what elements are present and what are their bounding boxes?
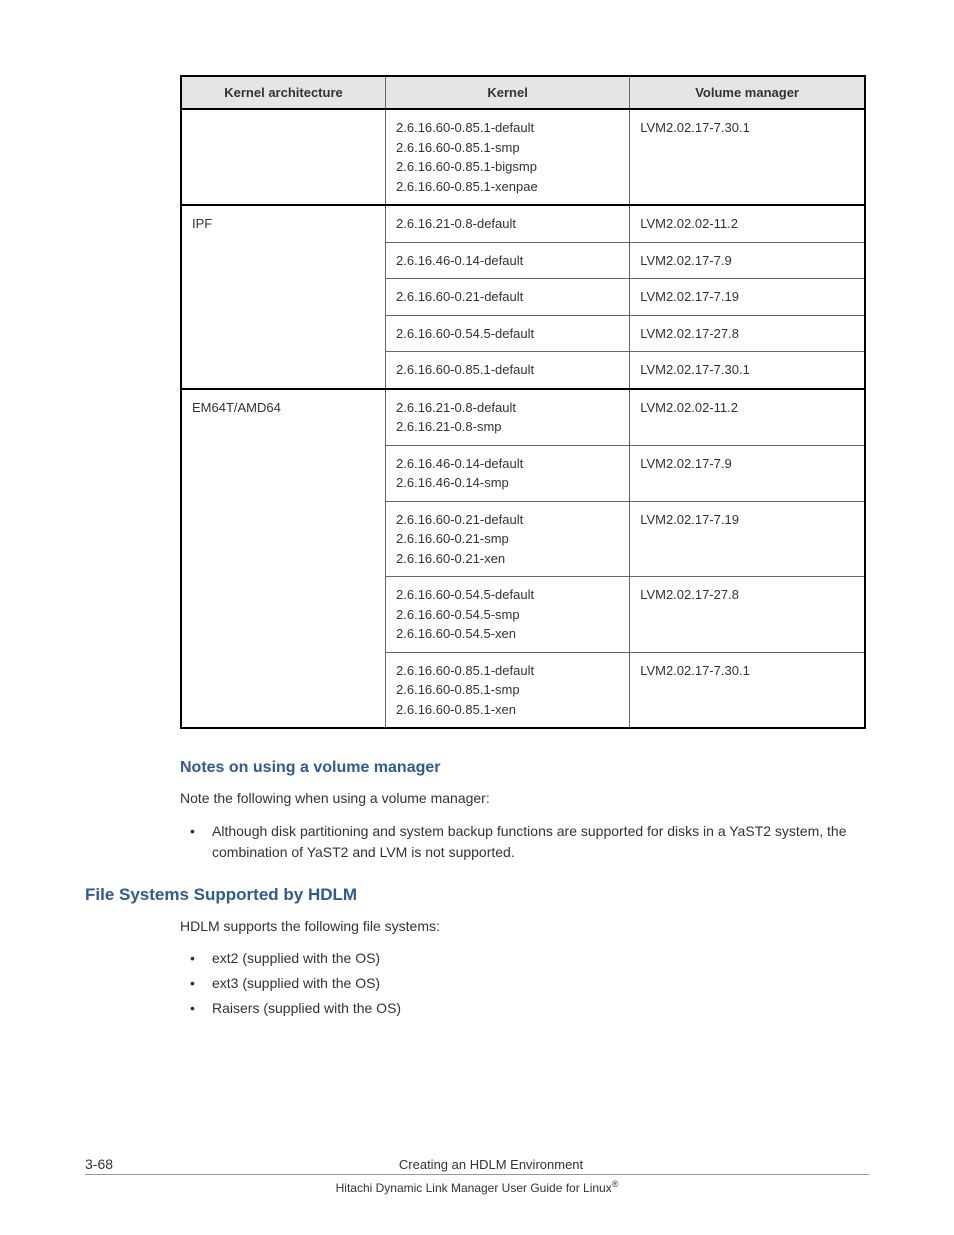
cell-kernel: 2.6.16.46-0.14-default 2.6.16.46-0.14-sm… <box>386 445 630 501</box>
cell-kernel: 2.6.16.60-0.21-default 2.6.16.60-0.21-sm… <box>386 501 630 577</box>
cell-volume: LVM2.02.17-7.19 <box>630 279 865 316</box>
cell-volume: LVM2.02.17-7.9 <box>630 445 865 501</box>
page-footer: 3-68 Creating an HDLM Environment Hitach… <box>0 1156 954 1195</box>
header-arch: Kernel architecture <box>181 76 386 109</box>
list-item: Raisers (supplied with the OS) <box>180 998 869 1019</box>
header-volume: Volume manager <box>630 76 865 109</box>
cell-volume: LVM2.02.17-7.9 <box>630 242 865 279</box>
cell-arch: EM64T/AMD64 <box>181 389 386 729</box>
cell-volume: LVM2.02.17-27.8 <box>630 577 865 653</box>
cell-arch: IPF <box>181 205 386 389</box>
table-header-row: Kernel architecture Kernel Volume manage… <box>181 76 865 109</box>
cell-volume: LVM2.02.17-27.8 <box>630 315 865 352</box>
footer-title: Creating an HDLM Environment <box>113 1157 869 1172</box>
page-content: Kernel architecture Kernel Volume manage… <box>85 75 869 1019</box>
list-item: ext3 (supplied with the OS) <box>180 973 869 994</box>
footer-subtitle: Hitachi Dynamic Link Manager User Guide … <box>85 1179 869 1195</box>
cell-kernel: 2.6.16.60-0.21-default <box>386 279 630 316</box>
filesystems-intro: HDLM supports the following file systems… <box>180 917 869 937</box>
footer-line: 3-68 Creating an HDLM Environment <box>85 1156 869 1175</box>
cell-volume: LVM2.02.17-7.19 <box>630 501 865 577</box>
list-item: Although disk partitioning and system ba… <box>180 821 869 863</box>
cell-volume: LVM2.02.17-7.30.1 <box>630 652 865 728</box>
cell-kernel: 2.6.16.46-0.14-default <box>386 242 630 279</box>
notes-heading: Notes on using a volume manager <box>180 759 869 777</box>
registered-mark: ® <box>612 1179 619 1189</box>
list-item: ext2 (supplied with the OS) <box>180 948 869 969</box>
cell-volume: LVM2.02.17-7.30.1 <box>630 352 865 389</box>
table-row: EM64T/AMD64 2.6.16.21-0.8-default 2.6.16… <box>181 389 865 446</box>
cell-kernel: 2.6.16.60-0.54.5-default 2.6.16.60-0.54.… <box>386 577 630 653</box>
notes-intro: Note the following when using a volume m… <box>180 789 869 809</box>
table-row: 2.6.16.60-0.85.1-default 2.6.16.60-0.85.… <box>181 109 865 205</box>
notes-bullet-list: Although disk partitioning and system ba… <box>180 821 869 863</box>
footer-subtitle-text: Hitachi Dynamic Link Manager User Guide … <box>336 1181 612 1195</box>
filesystems-heading: File Systems Supported by HDLM <box>85 885 869 905</box>
table-row: IPF 2.6.16.21-0.8-default LVM2.02.02-11.… <box>181 205 865 242</box>
filesystems-bullet-list: ext2 (supplied with the OS) ext3 (suppli… <box>180 948 869 1019</box>
cell-kernel: 2.6.16.21-0.8-default <box>386 205 630 242</box>
cell-kernel: 2.6.16.21-0.8-default 2.6.16.21-0.8-smp <box>386 389 630 446</box>
cell-volume: LVM2.02.02-11.2 <box>630 389 865 446</box>
cell-kernel: 2.6.16.60-0.54.5-default <box>386 315 630 352</box>
kernel-table: Kernel architecture Kernel Volume manage… <box>180 75 866 729</box>
page-number: 3-68 <box>85 1156 113 1172</box>
cell-volume: LVM2.02.02-11.2 <box>630 205 865 242</box>
cell-kernel: 2.6.16.60-0.85.1-default <box>386 352 630 389</box>
cell-kernel: 2.6.16.60-0.85.1-default 2.6.16.60-0.85.… <box>386 652 630 728</box>
header-kernel: Kernel <box>386 76 630 109</box>
cell-arch <box>181 109 386 205</box>
cell-kernel: 2.6.16.60-0.85.1-default 2.6.16.60-0.85.… <box>386 109 630 205</box>
cell-volume: LVM2.02.17-7.30.1 <box>630 109 865 205</box>
